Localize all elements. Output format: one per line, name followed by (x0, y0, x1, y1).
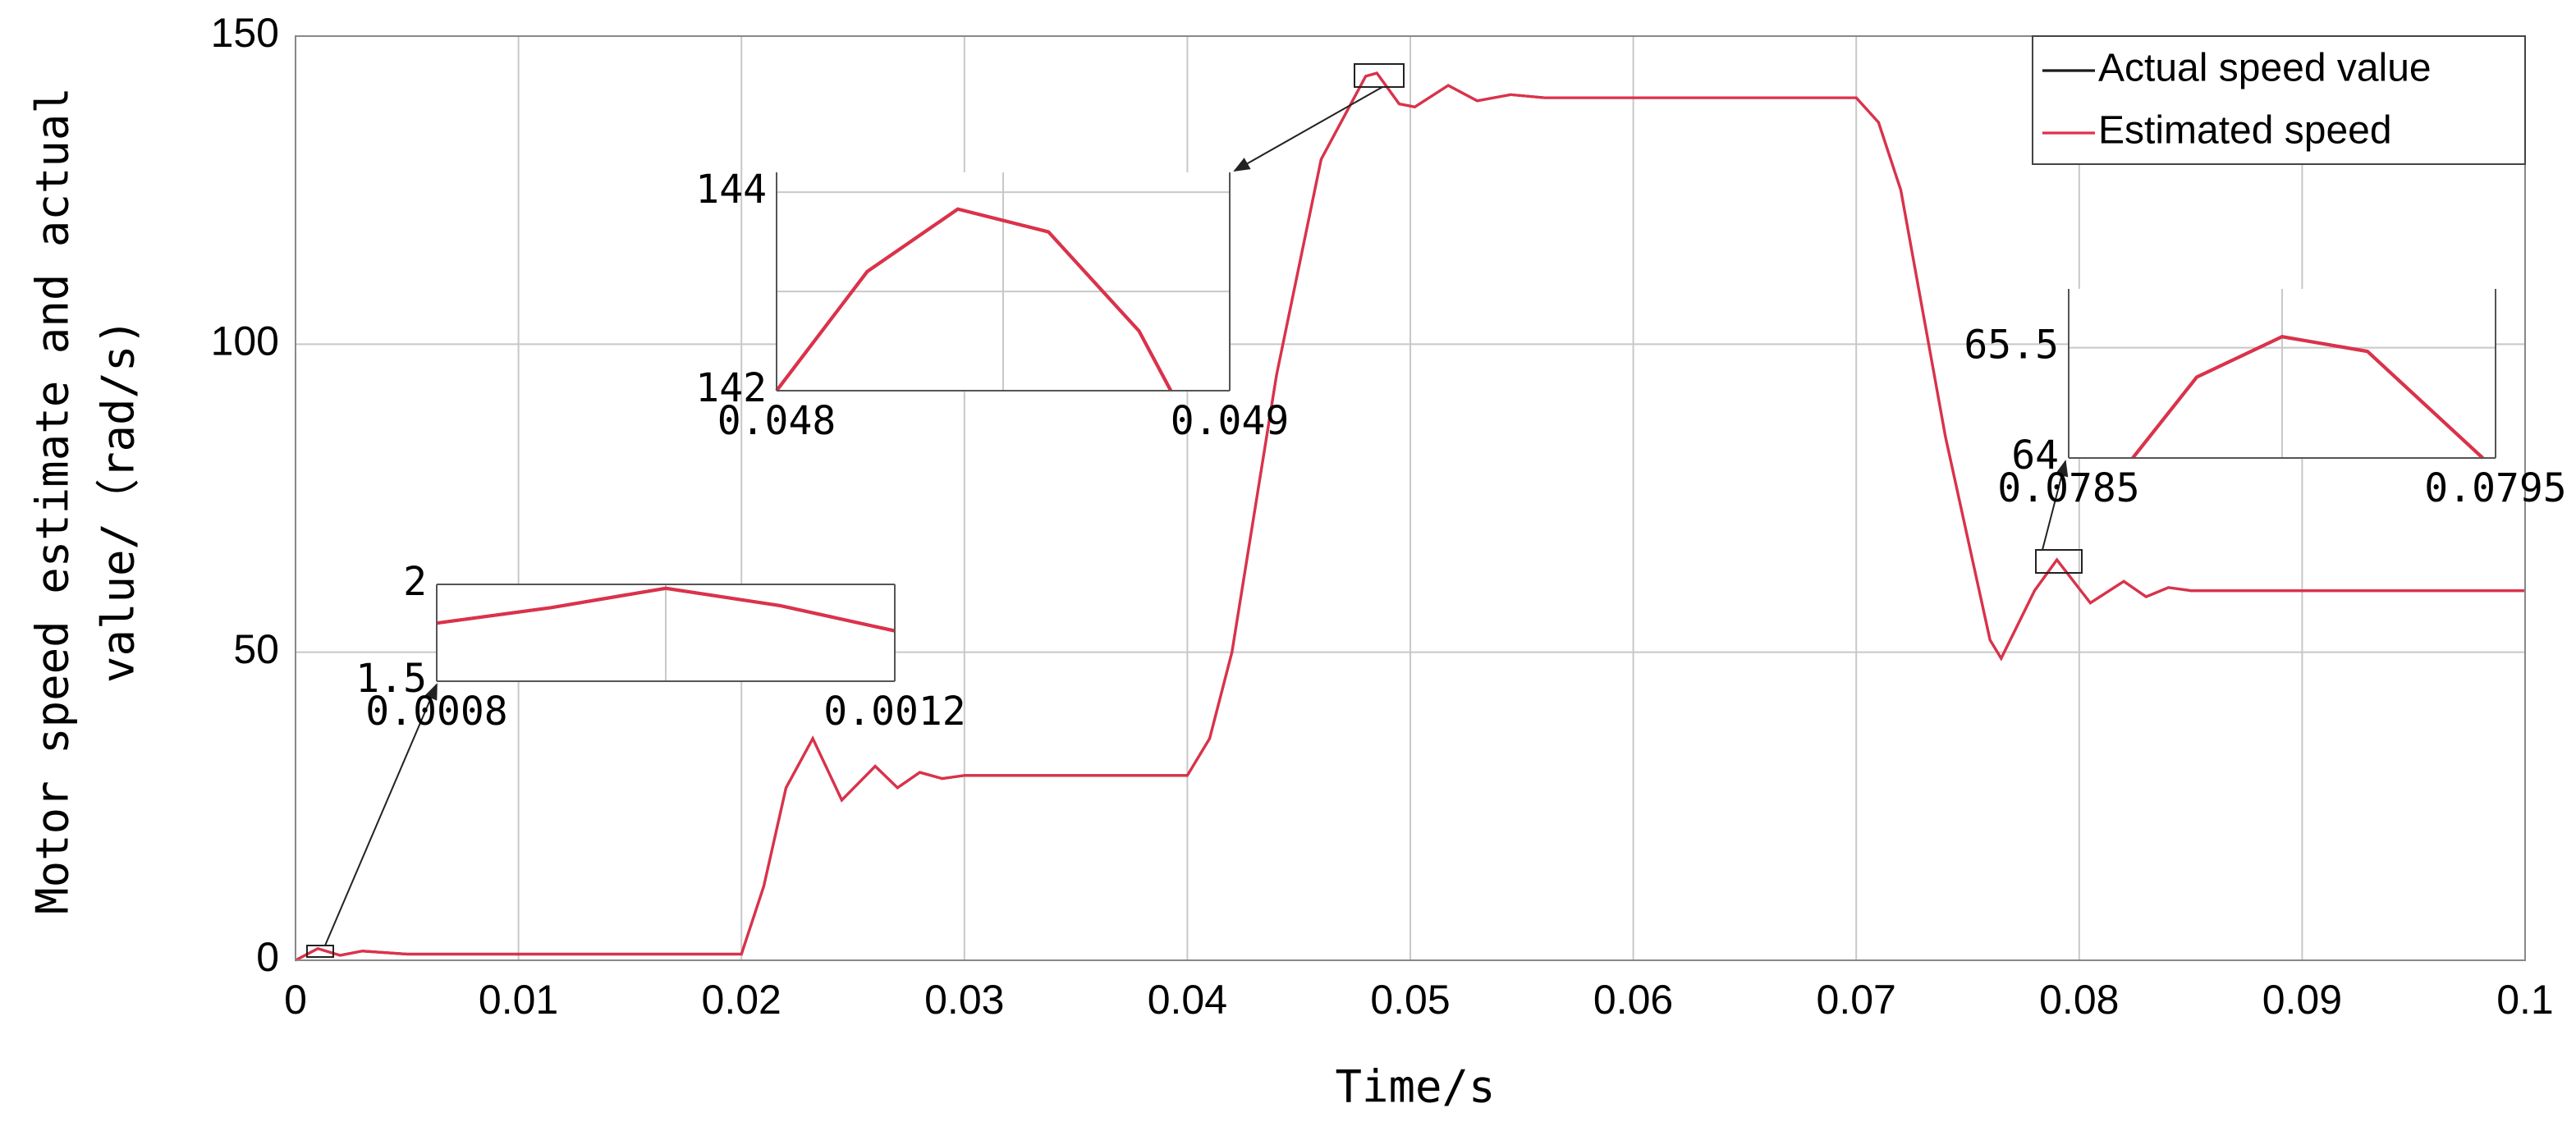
legend-label: Estimated speed (2098, 109, 2392, 153)
zoom-markers (306, 63, 2083, 958)
zoom-arrow (1233, 86, 1383, 172)
plot-frame (295, 35, 2526, 961)
x-tick-label: 0.07 (1817, 977, 1896, 1023)
y-tick-label: 50 (233, 626, 279, 672)
legend-label: Actual speed value (2098, 47, 2432, 90)
series-line (2131, 335, 2484, 460)
inset-chart: 0.0008 0.0012 1.5 2 (355, 559, 965, 735)
x-tick-label: 0.0795 (2424, 465, 2566, 511)
zoom-box (306, 945, 334, 958)
x-tick-label: 0.02 (702, 977, 782, 1023)
x-tick-label: 0.0785 (1997, 465, 2139, 511)
zoom-box (2035, 549, 2083, 574)
series-line (775, 207, 1173, 392)
y-tick-label: 2 (403, 559, 427, 605)
inset-chart: 0.048 0.049 142 144 (695, 167, 1289, 444)
legend-box (2032, 35, 2526, 165)
y-tick-label: 65.5 (1964, 323, 2059, 369)
x-tick-label: 0.01 (479, 977, 558, 1023)
series-line (295, 71, 2525, 962)
main-plot: 0 0.01 0.02 0.03 0.04 0.05 0.06 0.07 0.08 0.09 0.1… (211, 10, 2554, 1023)
x-tick-label: 0.048 (717, 398, 837, 444)
x-tick-label: 0.1 (2496, 977, 2554, 1023)
y-tick-label: 142 (695, 365, 767, 411)
y-tick-label: 100 (211, 318, 279, 364)
x-tick-label: 0.05 (1370, 977, 1450, 1023)
y-tick-label: 64 (2011, 433, 2059, 478)
y-axis-label: Motor speed estimate and actual (27, 87, 79, 914)
x-tick-label: 0 (284, 977, 307, 1023)
y-tick-label: 144 (695, 167, 767, 213)
x-tick-label: 0.03 (924, 977, 1004, 1023)
x-tick-label: 0.04 (1148, 977, 1227, 1023)
x-tick-label: 0.0012 (823, 689, 965, 735)
zoom-box (1354, 63, 1405, 88)
zoom-arrow (2042, 460, 2069, 551)
y-axis-label: value/（rad/s) (93, 318, 144, 683)
x-tick-label: 0.09 (2262, 977, 2342, 1023)
x-tick-label: 0.049 (1171, 398, 1290, 444)
x-tick-label: 0.08 (2039, 977, 2119, 1023)
y-tick-label: 150 (211, 10, 279, 56)
main-chart: 0 0.01 0.02 0.03 0.04 0.05 0.06 0.07 0.08 0.09 0.1… (211, 10, 2554, 1023)
series-line (436, 586, 896, 633)
zoom-arrow (324, 683, 438, 946)
x-tick-label: 0.06 (1593, 977, 1673, 1023)
y-tick-label: 0 (256, 934, 279, 980)
x-axis-label: Time/s (1335, 1061, 1495, 1113)
x-tick-label: 0.0008 (365, 689, 507, 735)
inset-chart: 0.0785 0.0795 64 65.5 (1964, 289, 2567, 511)
y-tick-label: 1.5 (355, 656, 427, 702)
